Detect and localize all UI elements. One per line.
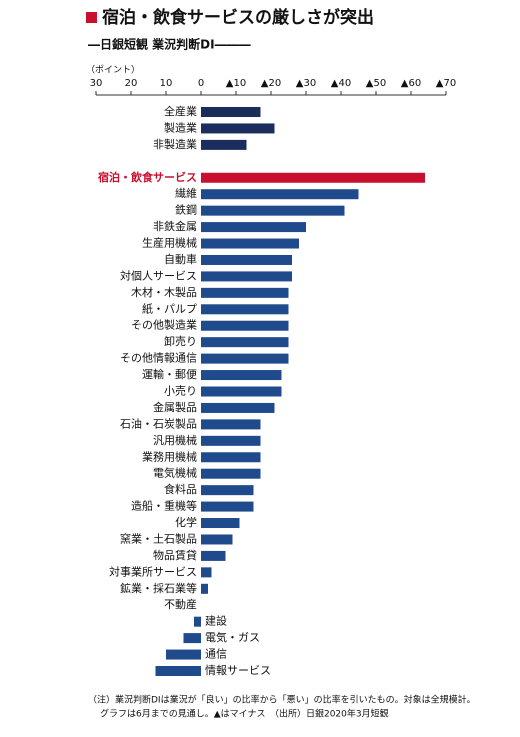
category-label: 繊維 [175,187,197,200]
bar [201,501,254,512]
bar [201,534,233,545]
category-label: 不動産 [164,597,197,611]
bar [201,107,261,117]
category-label: 自動車 [164,252,197,266]
category-label: 化学 [175,515,197,529]
category-label: 木材・木製品 [131,285,197,299]
category-label: 金属製品 [153,400,197,414]
category-label: 造船・重機等 [131,499,197,513]
category-label: 宿泊・飲食サービス [98,170,197,184]
bar [201,304,289,315]
category-label: 製造業 [164,120,197,134]
category-label: 窯業・土石製品 [120,531,197,545]
bar [201,189,359,200]
category-label: 運輸・郵便 [142,367,197,381]
x-tick-label: 20 [125,78,138,89]
x-tick-label: ▲40 [331,78,351,89]
bar [201,337,289,348]
x-tick-label: 0 [198,78,204,89]
bar [201,583,208,594]
category-label: その他情報通信 [120,352,197,365]
bar [194,616,201,627]
bar [201,518,240,529]
category-label: 業務用機械 [142,449,197,463]
category-label: 紙・パルプ [142,301,197,315]
bar [201,222,306,233]
bar [155,666,201,676]
bar [201,452,261,463]
category-label: 小売り [164,385,197,398]
category-label: 鉱業・採石業等 [120,581,197,595]
bar [201,386,282,397]
category-label: 情報サービス [205,664,271,677]
bar [201,287,289,298]
unit-label: （ポイント） [86,65,140,76]
bar [166,649,201,660]
note: グラフは6月までの見通し。▲はマイナス （出所）日銀2020年3月短観 [100,708,389,720]
bar [201,254,292,265]
category-label: 生産用機械 [142,236,197,250]
category-label: 卸売り [164,334,197,348]
bar [201,567,212,578]
chart-title: 宿泊・飲食サービスの厳しさが突出 [102,7,374,28]
bar [201,419,261,430]
category-label: 食料品 [164,482,197,496]
chart-subtitle: ―日銀短観 業況判断DI――― [88,37,251,52]
x-tick-label: ▲50 [366,78,386,89]
bar [201,205,345,216]
bar [201,468,261,479]
category-label: その他製造業 [131,318,197,332]
category-label: 電気機械 [153,466,197,480]
title-marker [86,12,97,23]
bar [201,238,299,249]
x-tick-label: ▲60 [401,78,421,89]
bar [201,271,292,282]
bar [201,139,247,150]
bar [201,485,254,496]
x-tick-label: 10 [160,78,173,89]
x-tick-label: ▲70 [436,78,456,89]
category-label: 物品賃貸 [153,548,197,562]
category-label: 鉄鋼 [175,203,197,217]
x-tick-label: ▲20 [261,78,281,89]
category-label: 汎用機械 [153,433,197,447]
category-label: 石油・石炭製品 [120,416,197,430]
x-tick-label: ▲30 [296,78,316,89]
category-label: 全産業 [164,104,197,118]
x-tick-label: ▲10 [226,78,246,89]
note: （注）業況判断DIは業況が「良い」の比率から「悪い」の比率を引いたもの。対象は全… [88,694,476,706]
bar [183,633,201,644]
bar [201,370,282,381]
bar [201,550,226,561]
category-label: 通信 [205,648,227,661]
bar [201,402,275,413]
category-label: 電気・ガス [205,630,260,644]
category-label: 非鉄金属 [153,219,197,233]
category-label: 非製造業 [153,137,197,151]
x-tick-label: 30 [90,78,103,89]
bar [201,123,275,134]
bar [201,435,261,446]
category-label: 建設 [205,614,227,628]
bar [201,172,425,183]
category-label: 対事業所サービス [109,564,197,578]
bar [201,320,289,331]
bar [201,353,289,364]
category-label: 対個人サービス [120,268,197,282]
